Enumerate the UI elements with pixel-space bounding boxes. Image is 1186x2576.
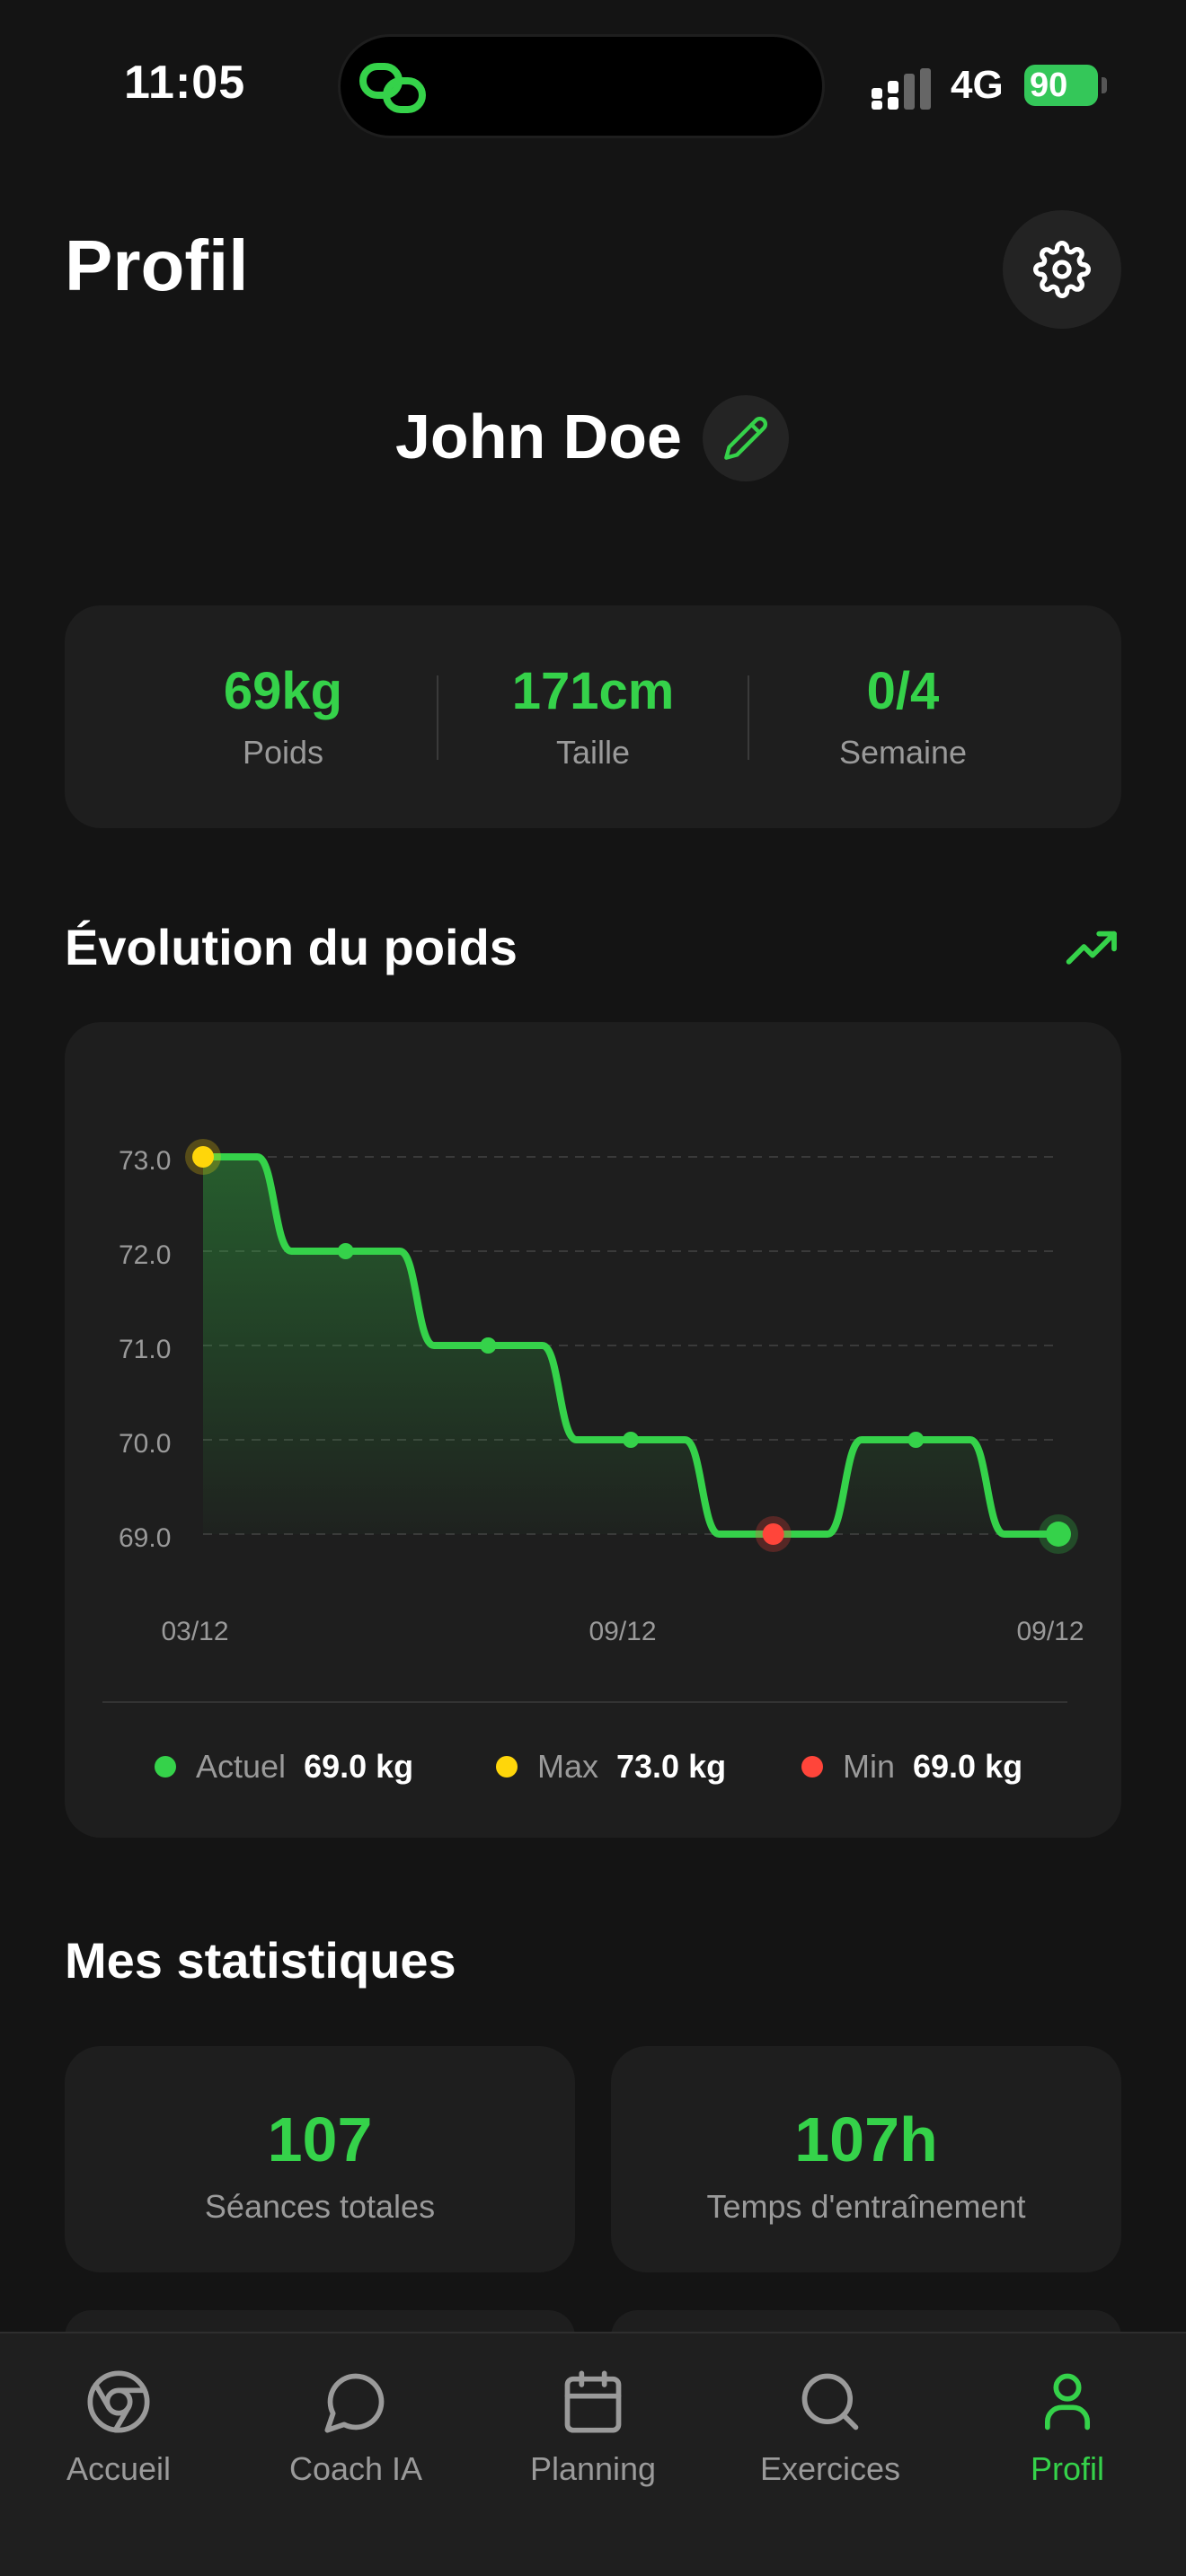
- legend-min: Min 69.0 kg: [801, 1748, 1022, 1786]
- chart-divider: [102, 1701, 1067, 1703]
- signal-icon: [872, 68, 934, 114]
- network-type: 4G: [951, 63, 1004, 107]
- stat-card-value: 107h: [794, 2104, 938, 2175]
- y-tick-label: 69.0: [119, 1523, 171, 1553]
- gear-icon: [1033, 241, 1091, 298]
- tab-coach-ia[interactable]: Coach IA: [237, 2368, 474, 2488]
- data-point: [480, 1337, 497, 1354]
- tab-label: Coach IA: [288, 2450, 423, 2487]
- x-tick-label: 09/12: [1016, 1617, 1084, 1646]
- weight-chart: 73.0 72.0 71.0 70.0 69.0 03/12 09/12 09/12: [119, 1139, 1084, 1646]
- trending-up-icon[interactable]: [1066, 925, 1120, 973]
- chat-bubble-icon: [324, 2373, 385, 2433]
- search-icon: [801, 2373, 859, 2430]
- data-point: [907, 1432, 925, 1448]
- edit-name-button[interactable]: [703, 395, 789, 481]
- settings-button[interactable]: [1003, 210, 1121, 329]
- divider: [437, 675, 438, 760]
- y-tick-label: 73.0: [119, 1146, 171, 1176]
- x-tick-label: 09/12: [589, 1617, 656, 1646]
- data-point-max: [192, 1146, 214, 1168]
- my-stats-title: Mes statistiques: [65, 1932, 456, 1989]
- divider: [748, 675, 749, 760]
- bottom-tab-bar: [0, 2332, 1186, 2576]
- tab-label: Exercices: [759, 2450, 901, 2487]
- legend-label: Min: [843, 1748, 896, 1785]
- page-title: Profil: [65, 225, 249, 305]
- status-time: 11:05: [124, 57, 246, 109]
- stat-value: 0/4: [866, 662, 940, 720]
- legend-dot: [496, 1756, 518, 1778]
- legend-max: Max 73.0 kg: [496, 1748, 726, 1786]
- data-point-min: [762, 1523, 784, 1545]
- profile-stats-card: [65, 605, 1121, 828]
- stat-card-training-time[interactable]: 107h Temps d'entraînement: [611, 2046, 1121, 2272]
- tab-label: Profil: [1030, 2450, 1105, 2487]
- tab-exercices[interactable]: Exercices: [712, 2368, 949, 2488]
- tab-accueil[interactable]: Accueil: [0, 2368, 237, 2488]
- legend-dot: [155, 1756, 176, 1778]
- data-point-current: [1046, 1522, 1071, 1547]
- stat-week: 0/4 Semaine: [768, 661, 1038, 772]
- user-name: John Doe: [395, 401, 682, 472]
- stat-label: Poids: [242, 734, 324, 771]
- data-point: [337, 1243, 354, 1259]
- data-point: [623, 1432, 639, 1448]
- battery-level: 90: [1030, 66, 1068, 104]
- stat-card-label: Séances totales: [204, 2188, 436, 2225]
- link-icon: [359, 61, 428, 119]
- legend-value: 69.0 kg: [913, 1748, 1023, 1785]
- x-tick-label: 03/12: [161, 1617, 228, 1646]
- area-fill: [203, 1157, 1058, 1534]
- battery-tip: [1102, 77, 1107, 93]
- y-tick-label: 72.0: [119, 1240, 171, 1270]
- stat-value: 171cm: [511, 662, 675, 720]
- legend-label: Max: [537, 1748, 599, 1785]
- battery-indicator: 90: [1024, 65, 1098, 106]
- legend-label: Actuel: [196, 1748, 287, 1785]
- legend-value: 73.0 kg: [616, 1748, 727, 1785]
- stat-card-sessions[interactable]: 107 Séances totales: [65, 2046, 575, 2272]
- legend-value: 69.0 kg: [304, 1748, 414, 1785]
- weight-section-title: Évolution du poids: [65, 919, 518, 975]
- stat-label: Taille: [555, 734, 631, 771]
- stat-card-label: Temps d'entraînement: [706, 2188, 1026, 2225]
- stat-card-value: 107: [267, 2104, 373, 2175]
- stat-label: Semaine: [838, 734, 968, 771]
- chrome-icon: [87, 2370, 150, 2433]
- pencil-icon: [724, 416, 768, 460]
- tab-profil[interactable]: Profil: [949, 2368, 1186, 2488]
- stat-weight: 69kg Poids: [148, 661, 418, 772]
- calendar-icon: [564, 2370, 622, 2433]
- stat-height: 171cm Taille: [458, 661, 728, 772]
- legend-dot: [801, 1756, 823, 1778]
- user-icon: [1044, 2373, 1091, 2430]
- tab-label: Accueil: [66, 2450, 172, 2487]
- tab-planning[interactable]: Planning: [474, 2368, 712, 2488]
- stat-value: 69kg: [223, 662, 343, 720]
- y-tick-label: 70.0: [119, 1429, 171, 1459]
- y-tick-label: 71.0: [119, 1335, 171, 1364]
- tab-label: Planning: [529, 2450, 657, 2487]
- legend-current: Actuel 69.0 kg: [155, 1748, 413, 1786]
